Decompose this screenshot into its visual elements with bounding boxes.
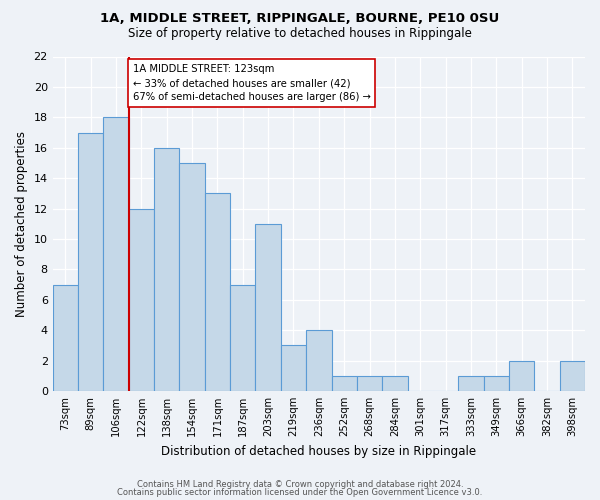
Bar <box>484 376 509 391</box>
Bar <box>560 360 585 391</box>
Bar <box>382 376 407 391</box>
Bar <box>509 360 535 391</box>
Bar <box>179 163 205 391</box>
Bar <box>332 376 357 391</box>
X-axis label: Distribution of detached houses by size in Rippingale: Distribution of detached houses by size … <box>161 444 476 458</box>
Text: Size of property relative to detached houses in Rippingale: Size of property relative to detached ho… <box>128 28 472 40</box>
Bar <box>281 346 306 391</box>
Text: 1A, MIDDLE STREET, RIPPINGALE, BOURNE, PE10 0SU: 1A, MIDDLE STREET, RIPPINGALE, BOURNE, P… <box>100 12 500 26</box>
Text: Contains HM Land Registry data © Crown copyright and database right 2024.: Contains HM Land Registry data © Crown c… <box>137 480 463 489</box>
Y-axis label: Number of detached properties: Number of detached properties <box>15 130 28 316</box>
Bar <box>458 376 484 391</box>
Bar <box>306 330 332 391</box>
Bar <box>129 208 154 391</box>
Bar <box>230 284 256 391</box>
Bar <box>103 118 129 391</box>
Text: Contains public sector information licensed under the Open Government Licence v3: Contains public sector information licen… <box>118 488 482 497</box>
Bar <box>78 132 103 391</box>
Bar <box>53 284 78 391</box>
Bar <box>357 376 382 391</box>
Bar <box>154 148 179 391</box>
Text: 1A MIDDLE STREET: 123sqm
← 33% of detached houses are smaller (42)
67% of semi-d: 1A MIDDLE STREET: 123sqm ← 33% of detach… <box>133 64 370 102</box>
Bar <box>256 224 281 391</box>
Bar <box>205 194 230 391</box>
